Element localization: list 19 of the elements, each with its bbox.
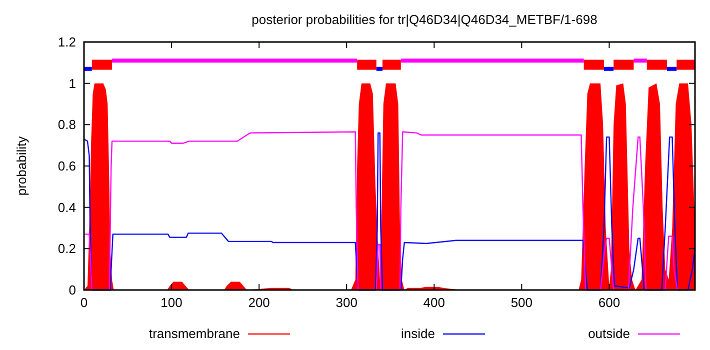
y-axis-title: probability (14, 136, 29, 196)
y-tick-label: 0.4 (58, 200, 76, 215)
x-tick-label: 300 (336, 295, 358, 310)
x-tick-label: 100 (160, 295, 182, 310)
y-tick-label: 0.8 (58, 117, 76, 132)
x-tick-label: 400 (423, 295, 445, 310)
y-tick-label: 1 (68, 76, 76, 91)
y-tick-label: 1.2 (58, 34, 76, 50)
x-tick-label: 0 (80, 295, 88, 310)
x-tick-label: 500 (510, 295, 533, 310)
y-tick-label: 0.2 (58, 241, 76, 256)
y-tick-label: 0.6 (58, 158, 76, 174)
legend-label: transmembrane (148, 326, 240, 341)
legend-label: outside (588, 326, 630, 341)
legend-label: inside (401, 326, 435, 341)
x-tick-label: 600 (598, 295, 620, 310)
chart-title: posterior probabilities for tr|Q46D34|Q46D34_METBF/1-698 (252, 12, 598, 27)
y-tick-label: 0 (68, 282, 76, 298)
x-tick-label: 200 (248, 295, 270, 310)
